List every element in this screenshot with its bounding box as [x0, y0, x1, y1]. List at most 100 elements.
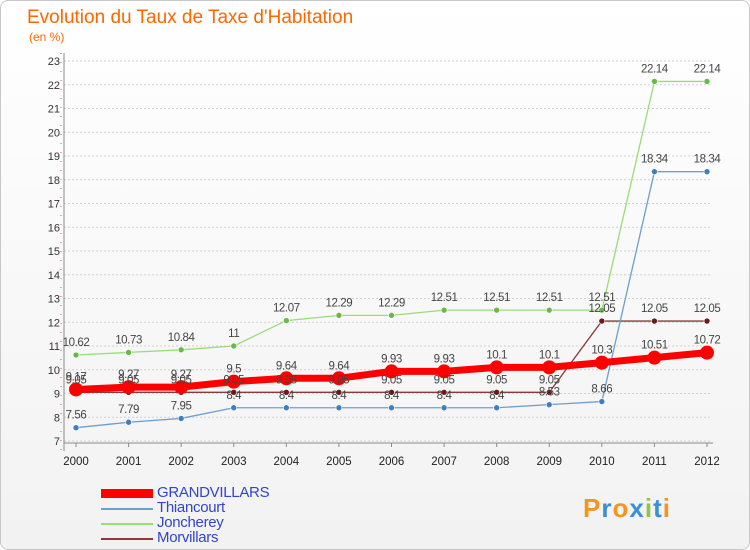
data-point — [230, 342, 238, 350]
data-point — [594, 355, 609, 370]
data-point — [283, 404, 290, 412]
legend-label: Morvillars — [157, 529, 219, 546]
data-point — [335, 404, 343, 412]
y-tick-label: 7 — [54, 436, 60, 448]
data-label: 12.51 — [483, 292, 510, 304]
data-point — [651, 78, 658, 85]
data-label: 10.1 — [539, 349, 560, 361]
data-point — [493, 389, 500, 396]
chart-unit-label: (en %) — [29, 30, 65, 44]
data-label: 12.51 — [588, 292, 615, 304]
data-label: 7.95 — [171, 400, 192, 412]
data-point — [72, 351, 80, 359]
data-point — [489, 360, 504, 375]
data-label: 10.3 — [591, 345, 612, 357]
data-label: 9.05 — [171, 374, 192, 386]
data-label: 12.29 — [378, 297, 405, 309]
data-label: 8.4 — [279, 390, 295, 402]
legend-swatch — [101, 523, 153, 525]
data-label: 12.51 — [536, 292, 563, 304]
y-tick-label: 13 — [48, 294, 60, 306]
data-point — [177, 415, 185, 422]
x-tick-label: 2004 — [274, 456, 300, 468]
data-point — [283, 317, 290, 324]
data-label: 9.64 — [329, 360, 351, 372]
legend-item: GRANDVILLARS — [101, 484, 321, 502]
data-label: 9.5 — [226, 364, 241, 376]
data-point — [545, 389, 553, 396]
x-tick-label: 2011 — [642, 456, 667, 468]
data-point — [283, 389, 290, 396]
y-tick-label: 8 — [54, 412, 60, 424]
data-point — [230, 389, 238, 396]
data-label: 8.4 — [384, 390, 400, 402]
data-label: 12.29 — [326, 297, 353, 309]
y-tick-label: 17 — [48, 199, 60, 211]
data-point — [226, 374, 241, 389]
legend-label: GRANDVILLARS — [157, 484, 270, 501]
legend-item: Morvillars — [101, 529, 321, 547]
data-point — [230, 404, 238, 412]
data-label: 12.07 — [273, 303, 300, 315]
data-label: 9.64 — [276, 360, 298, 372]
x-tick-label: 2008 — [484, 456, 510, 468]
y-tick-label: 18 — [48, 175, 60, 187]
data-point — [384, 364, 399, 379]
data-label: 9.05 — [223, 374, 244, 386]
x-tick-label: 2002 — [168, 456, 194, 468]
data-label: 9.17 — [66, 371, 87, 383]
data-label: 8.66 — [591, 384, 612, 396]
data-label: 9.05 — [381, 374, 402, 386]
data-label: 12.05 — [588, 303, 615, 315]
data-label: 22.14 — [694, 63, 722, 75]
data-point — [72, 424, 80, 432]
data-label: 9.05 — [539, 374, 560, 386]
series-joncherey — [72, 78, 711, 359]
series-grandvillars — [69, 345, 714, 397]
y-tick-label: 16 — [48, 222, 60, 234]
data-point — [545, 306, 553, 314]
legend-swatch — [101, 538, 153, 540]
data-label: 10.62 — [63, 337, 90, 349]
data-point — [545, 401, 553, 408]
x-tick-label: 2003 — [221, 456, 247, 468]
data-label: 11 — [228, 328, 239, 340]
data-label: 10.72 — [694, 335, 721, 347]
data-point — [121, 380, 136, 395]
labels-thiancourt: 7.56 7.79 7.95 8.4 8.4 8.4 8.4 8.4 8.4 8.53 8.66 18… — [66, 154, 722, 422]
data-label: 9.05 — [329, 374, 350, 386]
data-point — [598, 306, 606, 314]
data-point — [703, 168, 711, 175]
y-tick-label: 23 — [48, 56, 60, 68]
x-tick-label: 2012 — [694, 456, 720, 468]
y-tick-label: 9 — [54, 389, 60, 401]
data-label: 8.4 — [226, 390, 242, 402]
data-label: 9.05 — [118, 374, 139, 386]
legend-item: Thiancourt — [101, 499, 321, 517]
data-label: 10.1 — [486, 349, 507, 361]
y-tick-label: 15 — [48, 246, 60, 258]
legend-item: Joncherey — [101, 514, 321, 532]
x-tick-label: 2007 — [431, 456, 457, 468]
data-point — [388, 389, 395, 396]
legend-label: Joncherey — [157, 514, 224, 531]
x-tick-label: 2010 — [589, 456, 615, 468]
y-tick-label: 10 — [48, 365, 60, 377]
y-tick-label: 21 — [48, 104, 60, 116]
data-label: 8.4 — [437, 390, 453, 402]
data-label: 7.56 — [66, 410, 87, 422]
data-label: 9.93 — [381, 353, 402, 365]
data-point — [331, 371, 346, 386]
data-point — [335, 312, 343, 319]
data-point — [651, 168, 658, 175]
data-label: 12.51 — [431, 292, 458, 304]
data-point — [440, 389, 448, 396]
legend-label: Thiancourt — [157, 499, 225, 516]
data-label: 8.4 — [489, 390, 505, 402]
data-point — [388, 312, 395, 319]
labels-grandvillars: 9.17 9.27 9.27 9.5 9.64 9.64 9.93 9.93 10.1 10.1 1… — [66, 335, 721, 384]
data-point — [440, 404, 448, 412]
y-tick-label: 11 — [49, 341, 60, 353]
data-label: 9.05 — [434, 374, 455, 386]
